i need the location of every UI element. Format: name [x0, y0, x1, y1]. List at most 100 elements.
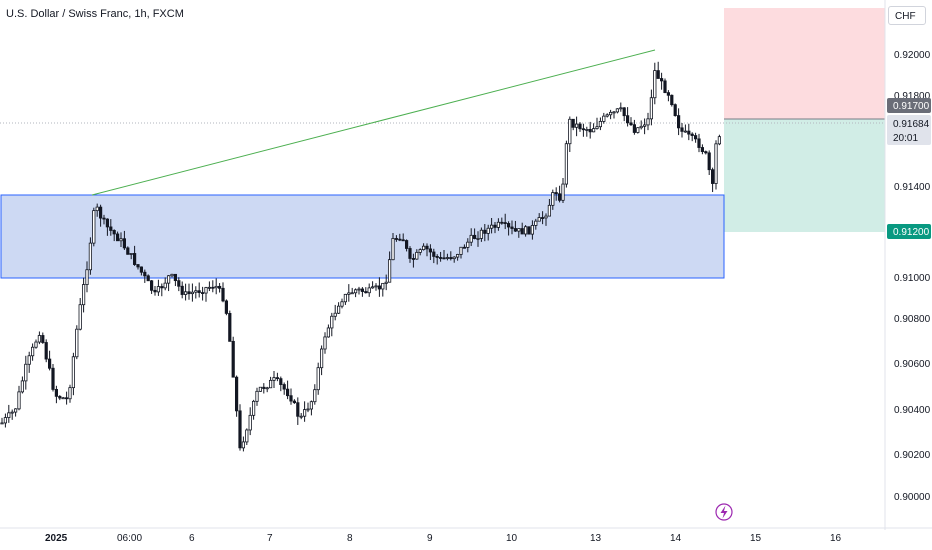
- candle-body: [680, 127, 684, 132]
- candle-body: [452, 256, 456, 260]
- candle-body: [221, 287, 225, 302]
- candle-body: [340, 301, 344, 307]
- candle-body: [564, 143, 569, 185]
- candle-body: [401, 239, 405, 242]
- candle-body: [592, 128, 596, 133]
- candle-body: [598, 121, 603, 128]
- candle-body: [112, 230, 116, 235]
- candle-body: [493, 224, 497, 228]
- candle-body: [149, 280, 154, 291]
- candle-body: [71, 356, 75, 389]
- candle-body: [10, 411, 14, 414]
- candle-body: [245, 429, 249, 443]
- candle-body: [296, 402, 300, 417]
- time-axis[interactable]: 2025 06:00 6 7 8 9 10 13 14 15 16: [45, 533, 842, 544]
- candle-body: [27, 355, 31, 365]
- stop-loss-zone[interactable]: [724, 8, 885, 119]
- candle-body: [343, 293, 348, 303]
- candle-body: [129, 253, 133, 255]
- candle-body: [299, 415, 303, 418]
- candle-body: [146, 275, 150, 282]
- candle-body: [234, 376, 239, 412]
- candle-body: [306, 408, 310, 411]
- time-axis-label: 10: [506, 533, 518, 544]
- candle-body: [126, 247, 130, 255]
- demand-zone-rectangle[interactable]: [0, 194, 725, 279]
- candle-body: [506, 223, 511, 228]
- candle-body: [558, 193, 562, 201]
- candle-body: [387, 259, 392, 283]
- candle-body: [61, 397, 65, 400]
- candle-body: [143, 271, 147, 277]
- candle-body: [173, 273, 177, 282]
- candle-body: [571, 118, 575, 128]
- candle-body: [418, 249, 422, 253]
- candle-body: [581, 128, 586, 131]
- candle-body: [82, 284, 86, 306]
- time-axis-label: 6: [189, 533, 195, 544]
- candle-body: [116, 233, 120, 242]
- candle-body: [524, 226, 528, 235]
- candle-body: [313, 389, 317, 403]
- candle-body: [200, 292, 205, 294]
- candle-body: [326, 327, 331, 338]
- candle-body: [619, 107, 623, 110]
- candle-body: [139, 266, 143, 273]
- candle-body: [231, 340, 235, 378]
- price-axis[interactable]: 0.92000 0.91800 0.91400 0.91000 0.90800 …: [894, 50, 931, 503]
- candle-body: [197, 290, 201, 293]
- candle-body: [7, 412, 11, 418]
- candle-body: [428, 248, 433, 253]
- trend-line[interactable]: [91, 49, 656, 196]
- candle-body: [75, 328, 79, 358]
- candle-body: [561, 183, 565, 201]
- candle-body: [554, 192, 558, 195]
- take-profit-zone[interactable]: [724, 119, 885, 232]
- candle-body: [289, 395, 293, 402]
- candle-body: [656, 70, 660, 79]
- candle-body: [183, 291, 188, 295]
- candle-body: [20, 380, 25, 393]
- target-price-tag[interactable]: 0.91700: [887, 98, 931, 113]
- candle-body: [639, 125, 643, 129]
- candle-body: [13, 408, 18, 413]
- candle-body: [411, 258, 416, 260]
- candle-body: [262, 386, 266, 389]
- candle-body: [95, 206, 99, 212]
- candle-body: [653, 70, 657, 99]
- time-axis-label: 16: [830, 533, 842, 544]
- chart-title: U.S. Dollar / Swiss Franc, 1h, FXCM: [6, 8, 184, 20]
- candle-body: [568, 118, 572, 145]
- candle-body: [65, 397, 69, 400]
- candle-body: [455, 254, 460, 258]
- candle-body: [605, 114, 609, 117]
- candle-body: [41, 335, 45, 343]
- candle-body: [425, 245, 429, 250]
- candle-body: [489, 224, 494, 229]
- price-axis-label: 0.90600: [894, 359, 931, 370]
- candle-body: [588, 129, 592, 133]
- candle-body: [459, 246, 463, 255]
- stop-price-tag[interactable]: 0.91200: [887, 224, 931, 239]
- candle-body: [517, 228, 521, 232]
- current-price-tag[interactable]: 0.91684 20:01: [887, 115, 931, 145]
- candle-body: [438, 257, 443, 259]
- candle-body: [364, 291, 368, 294]
- candle-body: [700, 147, 705, 153]
- candle-body: [122, 238, 126, 249]
- candle-body: [44, 342, 48, 360]
- candle-body: [357, 288, 361, 291]
- lightning-icon[interactable]: [715, 503, 733, 521]
- price-axis-label: 0.90800: [894, 314, 931, 325]
- candle-body: [30, 346, 35, 357]
- price-axis-label: 0.90000: [894, 492, 931, 503]
- candle-body: [255, 390, 259, 402]
- candle-body: [636, 127, 640, 133]
- candle-body: [170, 273, 174, 277]
- candle-body: [534, 220, 538, 226]
- candle-body: [449, 257, 453, 260]
- candle-body: [687, 130, 691, 135]
- price-axis-label: 0.90400: [894, 405, 931, 416]
- currency-selector[interactable]: CHF: [888, 6, 926, 25]
